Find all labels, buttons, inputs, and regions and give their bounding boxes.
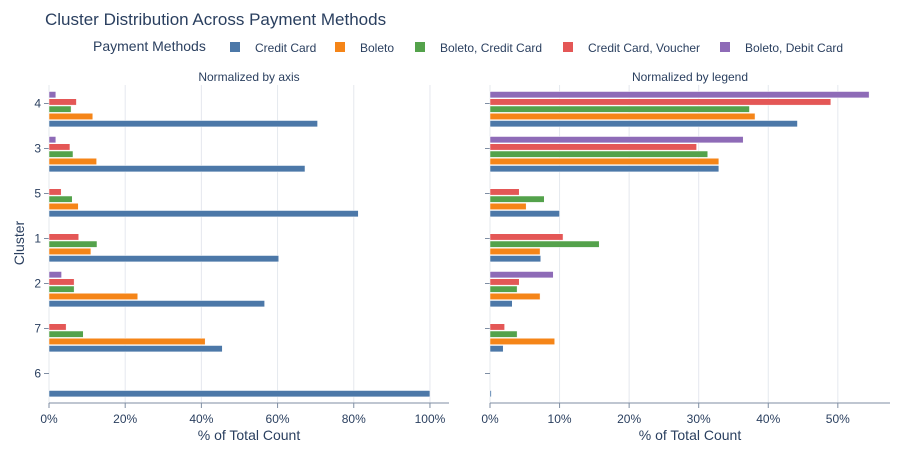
chart-title: Cluster Distribution Across Payment Meth… (45, 10, 386, 29)
x-axis-label: % of Total Count (639, 427, 742, 443)
bar-credit-card-cluster-6 (489, 390, 492, 398)
bar-credit-card-voucher-cluster-4 (489, 98, 832, 106)
bar-credit-card-voucher-cluster-5 (489, 188, 520, 196)
y-tick-label: 1 (34, 232, 41, 246)
bar-credit-card-voucher-cluster-2 (489, 278, 520, 286)
x-tick-label: 60% (266, 412, 290, 426)
bar-credit-card-cluster-4 (48, 120, 318, 128)
legend-title: Payment Methods (93, 38, 206, 54)
bar-credit-card-cluster-2 (489, 300, 513, 308)
bar-credit-card-cluster-1 (489, 255, 542, 263)
x-tick-label: 40% (189, 412, 213, 426)
bar-boleto-debit-card-cluster-4 (489, 91, 870, 99)
legend-label-boleto: Boleto (360, 41, 394, 55)
y-tick-label: 6 (34, 367, 41, 381)
panel-subtitle: Normalized by axis (198, 70, 299, 84)
bar-boleto-debit-card-cluster-2 (48, 271, 62, 279)
bar-boleto-debit-card-cluster-3 (48, 136, 57, 144)
legend-label-credit-card: Credit Card (255, 41, 316, 55)
bar-boleto-cluster-2 (489, 293, 541, 300)
bar-credit-card-voucher-cluster-5 (48, 188, 62, 196)
bar-credit-card-cluster-7 (48, 345, 223, 353)
legend-swatch-credit-card (230, 42, 240, 52)
bar-boleto-debit-card-cluster-3 (489, 136, 744, 144)
bar-credit-card-cluster-5 (489, 210, 560, 218)
bar-credit-card-voucher-cluster-1 (48, 233, 79, 241)
bar-boleto-credit-card-cluster-3 (48, 150, 74, 158)
y-tick-label: 7 (34, 322, 41, 336)
bar-boleto-credit-card-cluster-7 (489, 330, 518, 338)
x-tick-label: 50% (826, 412, 850, 426)
legend-label-credit-card-voucher: Credit Card, Voucher (588, 41, 700, 55)
y-tick-label: 3 (34, 142, 41, 156)
bar-boleto-cluster-5 (489, 203, 527, 210)
bar-boleto-cluster-7 (48, 338, 206, 345)
legend-swatch-credit-card-voucher (563, 42, 573, 52)
bar-credit-card-voucher-cluster-3 (48, 143, 71, 151)
bar-boleto-cluster-4 (48, 113, 94, 120)
bar-boleto-cluster-5 (48, 203, 79, 210)
bar-boleto-cluster-7 (489, 338, 555, 345)
bar-credit-card-voucher-cluster-7 (489, 323, 505, 331)
bar-boleto-credit-card-cluster-1 (48, 240, 98, 248)
bar-boleto-cluster-4 (489, 113, 756, 120)
bar-boleto-cluster-2 (48, 293, 139, 300)
bar-boleto-credit-card-cluster-7 (48, 330, 84, 338)
panel-2: Normalized by legend 0% 10% 20% 30% 40% 50% % o… (481, 70, 890, 443)
bar-boleto-credit-card-cluster-2 (48, 285, 75, 293)
legend-label-boleto-debit-card: Boleto, Debit Card (745, 41, 843, 55)
y-axis-label: Cluster (11, 220, 27, 265)
x-axis-label: % of Total Count (198, 427, 301, 443)
bar-credit-card-cluster-4 (489, 120, 798, 128)
bar-boleto-debit-card-cluster-2 (489, 271, 554, 279)
bar-boleto-cluster-3 (489, 158, 720, 165)
bar-credit-card-cluster-5 (48, 210, 359, 218)
y-tick-label: 4 (34, 97, 41, 111)
legend: Credit Card Boleto Boleto, Credit Card Cred… (230, 41, 843, 55)
x-tick-label: 10% (548, 412, 572, 426)
bar-boleto-credit-card-cluster-4 (489, 105, 750, 113)
bar-boleto-credit-card-cluster-5 (48, 195, 73, 203)
legend-swatch-boleto (335, 42, 345, 52)
x-tick-label: 20% (113, 412, 137, 426)
bar-boleto-debit-card-cluster-4 (48, 91, 57, 99)
bar-boleto-cluster-3 (48, 158, 97, 165)
x-tick-label: 0% (40, 412, 58, 426)
bar-credit-card-voucher-cluster-7 (48, 323, 67, 331)
x-tick-label: 20% (617, 412, 641, 426)
panel-1: Normalized by axis 0% 20% 40% 60% 80% 100% % of… (34, 70, 449, 443)
x-tick-label: 80% (342, 412, 366, 426)
legend-swatch-boleto-debit-card (720, 42, 730, 52)
x-tick-label: 40% (756, 412, 780, 426)
bar-credit-card-voucher-cluster-2 (48, 278, 75, 286)
bar-boleto-credit-card-cluster-1 (489, 240, 600, 248)
bar-boleto-credit-card-cluster-5 (489, 195, 545, 203)
bar-boleto-credit-card-cluster-4 (48, 105, 72, 113)
bar-credit-card-cluster-3 (48, 165, 306, 173)
bar-boleto-credit-card-cluster-2 (489, 285, 518, 293)
bar-boleto-credit-card-cluster-3 (489, 150, 708, 158)
legend-swatch-boleto-credit-card (415, 42, 425, 52)
bar-boleto-cluster-1 (489, 248, 541, 255)
bar-credit-card-voucher-cluster-4 (48, 98, 77, 106)
x-tick-label: 30% (687, 412, 711, 426)
bar-credit-card-cluster-7 (489, 345, 504, 353)
legend-label-boleto-credit-card: Boleto, Credit Card (440, 41, 542, 55)
bar-credit-card-cluster-2 (48, 300, 265, 308)
x-tick-label: 100% (415, 412, 446, 426)
x-tick-label: 0% (481, 412, 499, 426)
bar-boleto-cluster-1 (48, 248, 92, 255)
bar-credit-card-cluster-3 (489, 165, 720, 173)
y-tick-label: 2 (34, 277, 41, 291)
bar-credit-card-voucher-cluster-1 (489, 233, 564, 241)
panel-subtitle: Normalized by legend (632, 70, 748, 84)
bar-credit-card-cluster-6 (48, 390, 431, 398)
bar-credit-card-voucher-cluster-3 (489, 143, 697, 151)
y-tick-label: 5 (34, 187, 41, 201)
bar-credit-card-cluster-1 (48, 255, 279, 263)
